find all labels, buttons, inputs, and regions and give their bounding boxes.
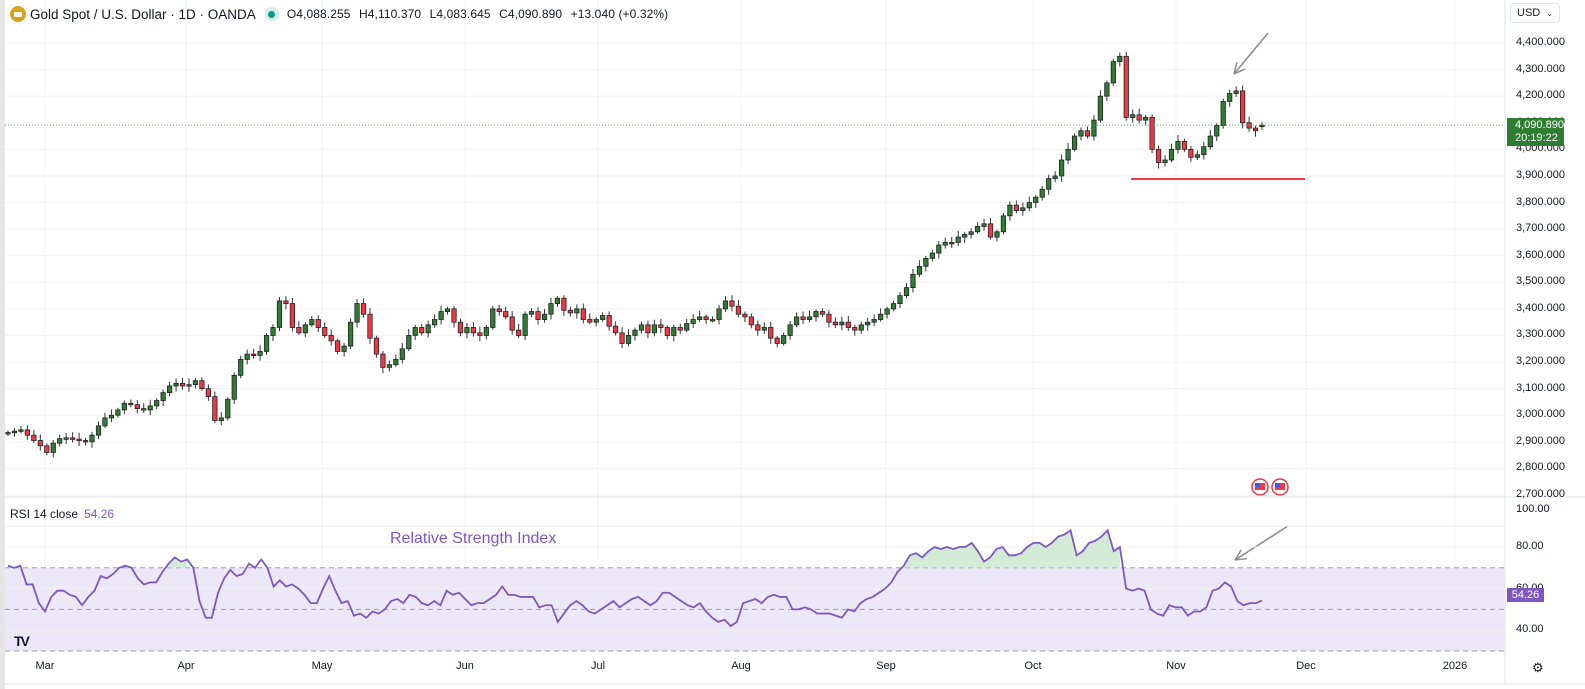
last-price-value: 4,090.890	[1515, 119, 1564, 131]
last-price-badge: 4,090.890 20:19:22	[1507, 118, 1564, 146]
time-axis-label: Sep	[876, 660, 896, 672]
time-axis-label: Oct	[1024, 660, 1042, 672]
rsi-legend[interactable]: RSI 14 close 54.26	[10, 507, 114, 521]
countdown-value: 20:19:22	[1515, 132, 1558, 144]
left-toolbar-edge	[0, 0, 5, 689]
price-tick-label: 3,800.000	[1516, 195, 1565, 208]
rsi-annotation-text[interactable]: Relative Strength Index	[390, 530, 557, 547]
currency-label: USD	[1517, 7, 1541, 19]
close-value: C4,090.890	[499, 7, 563, 21]
time-axis-label: Mar	[35, 660, 55, 672]
tradingview-logo-icon[interactable]: TV	[14, 633, 30, 649]
high-value: H4,110.370	[358, 7, 422, 21]
price-tick-label: 4,200.000	[1516, 89, 1565, 102]
price-tick-label: 3,900.000	[1516, 168, 1565, 181]
symbol-title[interactable]: Gold Spot / U.S. Dollar · 1D · OANDA	[30, 6, 256, 22]
time-axis-label: Aug	[731, 660, 751, 672]
settings-gear-icon[interactable]: ⚙	[1532, 660, 1544, 675]
price-tick-label: 3,300.000	[1516, 328, 1565, 341]
rsi-tick-label: 100.00	[1516, 503, 1550, 516]
price-tick-label: 3,400.000	[1516, 301, 1565, 314]
time-axis-label: Jul	[590, 660, 606, 672]
price-tick-label: 3,200.000	[1516, 355, 1565, 368]
time-axis-label: Apr	[177, 660, 195, 672]
market-status-icon[interactable]	[264, 7, 279, 21]
chevron-down-icon: ⌄	[1546, 8, 1553, 18]
chart-header: Gold Spot / U.S. Dollar · 1D · OANDA O4,…	[10, 4, 673, 24]
price-tick-label: 3,500.000	[1516, 275, 1565, 288]
time-axis-label: Nov	[1166, 660, 1186, 672]
change-value: +13.040 (+0.32%)	[570, 7, 669, 21]
price-tick-label: 4,400.000	[1516, 36, 1565, 48]
open-value: O4,088.255	[286, 7, 351, 21]
rsi-value-badge: 54.26	[1507, 588, 1544, 602]
price-tick-label: 2,900.000	[1516, 434, 1565, 447]
time-axis-label: 2026	[1442, 660, 1468, 672]
price-tick-label: 3,700.000	[1516, 222, 1565, 235]
price-tick-label: 3,000.000	[1516, 408, 1565, 421]
rsi-tick-label: 40.00	[1516, 623, 1544, 636]
price-tick-label: 3,600.000	[1516, 248, 1565, 261]
gold-symbol-icon[interactable]	[10, 6, 26, 22]
price-tick-label: 3,100.000	[1516, 381, 1565, 394]
time-axis-label: Jun	[456, 660, 474, 672]
ohlc-values: O4,088.255 H4,110.370 L4,083.645 C4,090.…	[287, 7, 673, 21]
low-value: L4,083.645	[429, 7, 491, 21]
price-tick-label: 2,700.000	[1516, 488, 1565, 500]
rsi-legend-label: RSI 14 close	[10, 507, 79, 521]
time-axis-label: Dec	[1296, 660, 1316, 672]
currency-select[interactable]: USD ⌄	[1510, 3, 1560, 23]
price-tick-label: 4,300.000	[1516, 62, 1565, 75]
time-axis-label: May	[311, 660, 333, 672]
rsi-tick-label: 80.00	[1516, 540, 1544, 552]
rsi-legend-value: 54.26	[84, 507, 115, 521]
price-tick-label: 2,800.000	[1516, 461, 1565, 474]
